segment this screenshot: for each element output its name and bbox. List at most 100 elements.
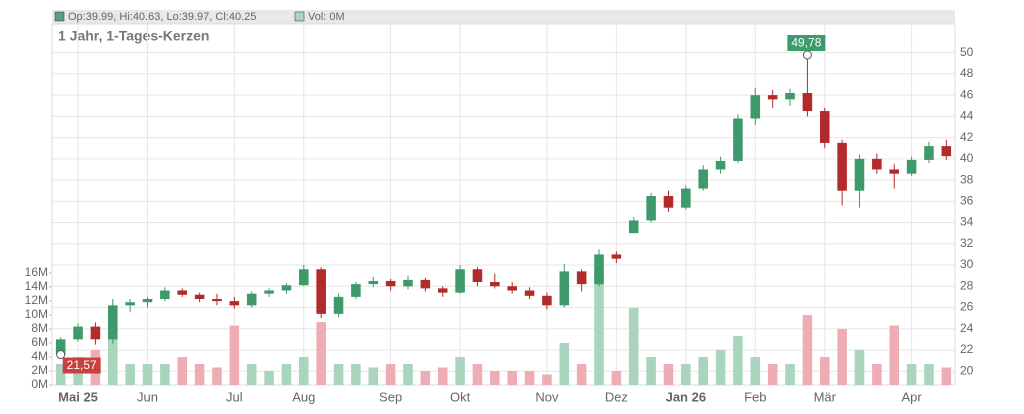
volume-bar	[55, 364, 66, 385]
volume-bar	[524, 371, 535, 385]
x-tick-label: Aug	[292, 389, 315, 404]
candle-body	[889, 169, 899, 174]
y-tick-label: 46	[960, 87, 974, 101]
candle-body	[420, 279, 431, 289]
annotation-label: 21,57	[67, 358, 97, 372]
volume-bar	[125, 364, 135, 385]
candle-body	[524, 290, 535, 296]
grid	[52, 24, 955, 385]
volume-bar	[715, 350, 726, 385]
volume-bar	[889, 325, 899, 385]
y2-tick-label: 2M	[31, 363, 48, 377]
volume-bar	[264, 371, 274, 385]
volume-info: Vol: 0M	[308, 11, 345, 23]
volume-bar	[455, 357, 465, 385]
volume-bar	[229, 325, 240, 385]
volume-bar	[872, 364, 882, 385]
y-tick-label: 28	[960, 278, 974, 292]
candle-body	[437, 288, 448, 293]
candle-body	[924, 146, 934, 160]
candle-body	[941, 146, 952, 157]
y2-tick-label: 4M	[31, 349, 48, 363]
volume-bar	[108, 329, 118, 385]
volume-bar	[281, 364, 292, 385]
y-tick-label: 48	[960, 66, 974, 80]
x-tick-label: Dez	[605, 389, 628, 404]
volume-bar	[785, 364, 795, 385]
volume-bar	[733, 336, 743, 385]
candle-body	[507, 286, 517, 291]
x-tick-label: Feb	[744, 389, 766, 404]
y2-tick-label: 10M	[25, 307, 48, 321]
y-tick-label: 42	[960, 130, 974, 144]
candle-body	[646, 196, 656, 221]
y-tick-label: 30	[960, 257, 974, 271]
y-tick-label: 36	[960, 193, 974, 207]
x-tick-label: Mär	[814, 389, 837, 404]
volume-bar	[333, 364, 344, 385]
volume-bar	[611, 371, 622, 385]
candle-body	[351, 284, 361, 297]
x-tick-label: Sep	[379, 389, 402, 404]
candle-body	[142, 298, 153, 303]
y-tick-label: 50	[960, 45, 974, 59]
volume-bar	[160, 364, 170, 385]
volume-bar	[316, 322, 326, 385]
y2-tick-label: 14M	[25, 279, 48, 293]
candle-body	[837, 142, 847, 191]
candle-body	[542, 295, 552, 306]
candle-body	[264, 290, 274, 294]
y2-tick-label: 16M	[25, 265, 48, 279]
volume-bar	[924, 364, 934, 385]
info-icon	[54, 11, 65, 22]
y-tick-label: 24	[960, 321, 974, 335]
volume-bar	[194, 364, 205, 385]
y2-tick-label: 12M	[25, 293, 48, 307]
volume-bar	[941, 367, 952, 385]
candle-body	[681, 188, 691, 208]
volume-bar	[385, 364, 396, 385]
candle-body	[160, 290, 170, 299]
candle-body	[212, 298, 222, 302]
candle-body	[733, 118, 743, 161]
candle-body	[177, 290, 188, 295]
volume-bar	[142, 364, 153, 385]
volume-bar	[472, 364, 483, 385]
plot-frame	[51, 23, 956, 386]
candle-body	[559, 271, 570, 306]
volume-bar	[854, 350, 865, 385]
x-tick-label: Jul	[226, 389, 243, 404]
candle-body	[55, 339, 66, 355]
y-tick-label: 26	[960, 300, 974, 314]
volume-bar	[646, 357, 656, 385]
candle-body	[576, 271, 587, 285]
candle-body	[750, 95, 761, 119]
volume-bar	[542, 374, 552, 385]
y-tick-label: 32	[960, 236, 974, 250]
annotation-box	[62, 357, 101, 374]
volume-bar	[767, 364, 778, 385]
volume-bar	[490, 371, 500, 385]
candle-body	[281, 285, 292, 291]
candle-body	[472, 269, 483, 283]
candle-body	[715, 160, 726, 170]
candle-body	[663, 196, 674, 208]
annotation-box	[787, 35, 826, 52]
volume-bar	[299, 357, 309, 385]
volume-bar	[628, 308, 639, 385]
volume-bar	[906, 364, 917, 385]
x-tick-label: Nov	[535, 389, 559, 404]
x-tick-label: Okt	[450, 389, 471, 404]
candle-body	[108, 305, 118, 340]
y-tick-label: 44	[960, 109, 974, 123]
candle-body	[125, 302, 135, 306]
candle-body	[90, 326, 101, 340]
candle-body	[906, 159, 917, 174]
candle-body	[819, 111, 830, 143]
candle-body	[455, 269, 465, 293]
volume-bar	[698, 357, 708, 385]
candle-body	[73, 326, 83, 340]
volume-bar	[559, 343, 570, 385]
volume-bar	[819, 357, 830, 385]
candle-body	[385, 280, 396, 287]
